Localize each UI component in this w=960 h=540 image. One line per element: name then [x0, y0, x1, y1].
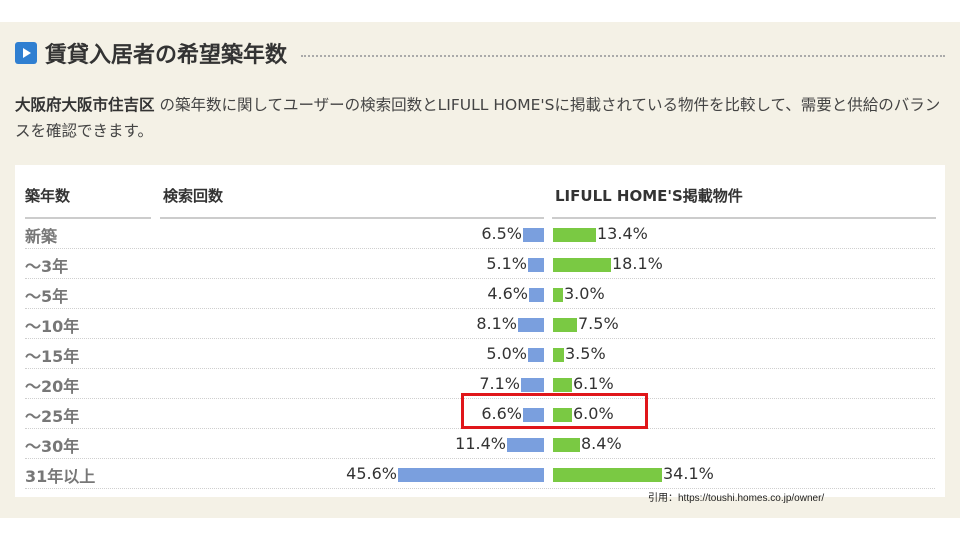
row-separator [25, 398, 935, 399]
row-separator [25, 488, 935, 489]
description-text: の築年数に関してユーザーの検索回数とLIFULL HOME'Sに掲載されている物… [15, 96, 941, 140]
listings-bar [553, 228, 596, 242]
description: 大阪府大阪市住吉区 の築年数に関してユーザーの検索回数とLIFULL HOME'… [15, 92, 945, 144]
title-divider [301, 55, 945, 57]
category-label: ～5年 [25, 287, 69, 306]
header-underline [25, 217, 151, 219]
section-title: 賃貸入居者の希望築年数 [45, 43, 288, 68]
searches-bar [528, 258, 544, 272]
listings-value-label: 3.5% [565, 344, 606, 363]
header-underline [160, 217, 544, 219]
category-label: ～25年 [25, 407, 80, 426]
category-label: ～20年 [25, 377, 80, 396]
table-row: 31年以上 45.6% 34.1% [25, 459, 935, 489]
table-row: 新築 6.5% 13.4% [25, 219, 935, 249]
searches-value-label: 4.6% [487, 284, 528, 303]
listings-value-label: 6.1% [573, 374, 614, 393]
table-row: ～5年 4.6% 3.0% [25, 279, 935, 309]
row-separator [25, 368, 935, 369]
table-row: ～30年 11.4% 8.4% [25, 429, 935, 459]
searches-value-label: 7.1% [479, 374, 520, 393]
section-header: 賃貸入居者の希望築年数 [15, 38, 945, 68]
row-separator [25, 308, 935, 309]
searches-bar [398, 468, 544, 482]
category-label: 新築 [25, 227, 58, 246]
header-listings: LIFULL HOME'S掲載物件 [555, 187, 743, 205]
listings-value-label: 6.0% [573, 404, 614, 423]
searches-value-label: 5.1% [486, 254, 527, 273]
searches-bar [529, 288, 544, 302]
listings-value-label: 8.4% [581, 434, 622, 453]
listings-bar [553, 318, 577, 332]
searches-value-label: 8.1% [476, 314, 517, 333]
searches-bar [521, 378, 544, 392]
listings-bar [553, 468, 662, 482]
searches-value-label: 11.4% [455, 434, 506, 453]
listings-bar [553, 258, 611, 272]
searches-bar [523, 408, 544, 422]
listings-value-label: 3.0% [564, 284, 605, 303]
listings-bar [553, 348, 564, 362]
searches-bar [507, 438, 544, 452]
searches-bar [523, 228, 544, 242]
listings-bar [553, 438, 580, 452]
searches-value-label: 6.6% [481, 404, 522, 423]
searches-value-label: 6.5% [481, 224, 522, 243]
row-separator [25, 458, 935, 459]
source-citation: 引用：https://toushi.homes.co.jp/owner/ [648, 493, 825, 504]
row-separator [25, 248, 935, 249]
table-card [15, 165, 945, 497]
listings-bar [553, 408, 572, 422]
listings-value-label: 18.1% [612, 254, 663, 273]
listings-value-label: 7.5% [578, 314, 619, 333]
header-searches: 検索回数 [163, 187, 224, 205]
category-label: ～15年 [25, 347, 80, 366]
highlight-box [461, 393, 648, 429]
searches-value-label: 45.6% [346, 464, 397, 483]
searches-bar [518, 318, 544, 332]
row-separator [25, 278, 935, 279]
location-name: 大阪府大阪市住吉区 [15, 96, 155, 114]
category-label: ～10年 [25, 317, 80, 336]
play-arrow-icon [15, 42, 37, 64]
searches-value-label: 5.0% [486, 344, 527, 363]
header-underline [552, 217, 936, 219]
category-label: ～3年 [25, 257, 69, 276]
searches-bar [528, 348, 544, 362]
table-row: ～20年 7.1% 6.1% [25, 369, 935, 399]
listings-value-label: 34.1% [663, 464, 714, 483]
listings-value-label: 13.4% [597, 224, 648, 243]
listings-bar [553, 378, 572, 392]
category-label: 31年以上 [25, 467, 96, 486]
table-row: ～3年 5.1% 18.1% [25, 249, 935, 279]
row-separator [25, 338, 935, 339]
table-row: ～10年 8.1% 7.5% [25, 309, 935, 339]
header-age: 築年数 [25, 187, 71, 205]
category-label: ～30年 [25, 437, 80, 456]
table-row: ～15年 5.0% 3.5% [25, 339, 935, 369]
listings-bar [553, 288, 563, 302]
